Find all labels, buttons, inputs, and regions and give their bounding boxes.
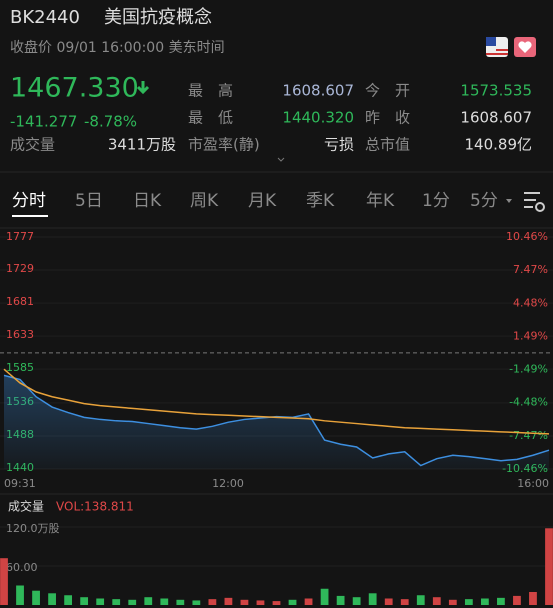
volume-bar — [16, 585, 24, 605]
tab[interactable]: 分时 — [12, 191, 46, 211]
stat-label: 最 低 — [188, 109, 233, 127]
y-tick-label: 1729 — [6, 262, 34, 275]
y2-tick-label: -7.47% — [509, 429, 548, 442]
status: 收盘价 09/01 16:00:00 美东时间 — [10, 39, 225, 56]
stat-value: 1608.607 — [282, 82, 354, 100]
volume-bar — [448, 599, 457, 605]
volume-bar — [336, 595, 345, 605]
tab[interactable]: 5分 — [470, 191, 498, 211]
stat-value: 140.89亿 — [465, 136, 533, 154]
volume-bar — [208, 599, 217, 605]
tab[interactable]: 5日 — [75, 191, 103, 211]
volume-bar — [497, 597, 505, 605]
settings-icon[interactable] — [524, 192, 545, 212]
volume: 3411万股 — [108, 136, 176, 154]
volume-bar — [272, 601, 281, 605]
volume-bar — [513, 595, 521, 605]
volume-tick-label: 60.00 — [6, 561, 38, 574]
y2-tick-label: -1.49% — [509, 363, 548, 376]
volume-bar — [480, 598, 489, 605]
volume-bar — [256, 600, 265, 605]
tab[interactable]: 季K — [306, 191, 335, 211]
volume-bar — [464, 599, 473, 605]
volume-indicator: VOL:138.811 — [56, 500, 134, 514]
flag-icon[interactable] — [486, 37, 508, 57]
volume-bar — [304, 598, 313, 605]
volume-bar — [80, 597, 89, 605]
y-tick-label: 1633 — [6, 328, 34, 341]
stat-value: 1608.607 — [460, 109, 532, 127]
volume-bar — [48, 593, 56, 605]
volume-bar — [96, 598, 105, 605]
code: BK2440 — [10, 7, 80, 28]
name: 美国抗疫概念 — [104, 6, 212, 28]
y2-tick-label: 4.48% — [513, 296, 548, 309]
tab[interactable]: 周K — [190, 191, 219, 211]
price-area — [4, 375, 549, 469]
volume-bar — [64, 595, 73, 605]
volume-bar — [224, 597, 233, 605]
price-line — [3, 368, 550, 435]
volume-title: 成交量 — [8, 499, 44, 514]
volume-label: 成交量 — [10, 136, 55, 154]
dropdown-icon — [506, 199, 512, 203]
down-arrow — [136, 81, 150, 95]
volume-tick-label: 120.0万股 — [6, 522, 60, 535]
stat-value: 1440.320 — [282, 109, 354, 127]
expand-icon[interactable] — [277, 157, 285, 162]
change-pct: -8.78% — [84, 113, 137, 131]
stat-label: 今 开 — [365, 82, 410, 100]
volume-bar — [192, 600, 201, 605]
stat-label: 总市值 — [365, 136, 410, 154]
volume-bar — [240, 599, 249, 605]
tab[interactable]: 日K — [133, 191, 162, 211]
volume-bar — [112, 599, 121, 605]
x-tick-label: 12:00 — [212, 477, 244, 490]
stat-label: 市盈率(静) — [188, 136, 260, 154]
volume-bar — [368, 593, 377, 605]
stat-value: 亏损 — [324, 136, 354, 154]
volume-bar — [176, 599, 185, 605]
favorite-icon[interactable] — [514, 37, 536, 57]
y-tick-label: 1777 — [6, 230, 34, 243]
y2-tick-label: 1.49% — [513, 329, 548, 342]
volume-bar — [32, 590, 40, 605]
volume-bar — [352, 597, 361, 605]
stat-value: 1573.535 — [460, 82, 532, 100]
stat-label: 昨 收 — [365, 109, 410, 127]
volume-bar — [320, 588, 329, 605]
volume-bar — [529, 592, 537, 605]
volume-bar — [384, 598, 393, 605]
y2-tick-label: -4.48% — [509, 396, 548, 409]
x-tick-label: 16:00 — [517, 477, 549, 490]
volume-bar — [432, 597, 441, 605]
volume-bar — [400, 599, 409, 605]
volume-bar — [160, 598, 169, 605]
stat-label: 最 高 — [188, 82, 233, 100]
change: -141.277 — [10, 113, 77, 131]
tab[interactable]: 1分 — [422, 191, 450, 211]
y2-tick-label: 7.47% — [513, 263, 548, 276]
y-tick-label: 1681 — [6, 295, 34, 308]
volume-bar — [545, 528, 553, 605]
volume-bar — [416, 595, 425, 605]
y-tick-label: 1585 — [6, 361, 34, 374]
volume-bar — [144, 597, 153, 605]
tab[interactable]: 年K — [366, 191, 395, 211]
volume-bar — [128, 599, 137, 605]
tab[interactable]: 月K — [248, 191, 277, 211]
volume-bar — [288, 599, 297, 605]
y2-tick-label: 10.46% — [506, 230, 548, 243]
price: 1467.330 — [10, 73, 139, 104]
volume-bar — [0, 558, 8, 605]
x-tick-label: 09:31 — [4, 477, 36, 490]
